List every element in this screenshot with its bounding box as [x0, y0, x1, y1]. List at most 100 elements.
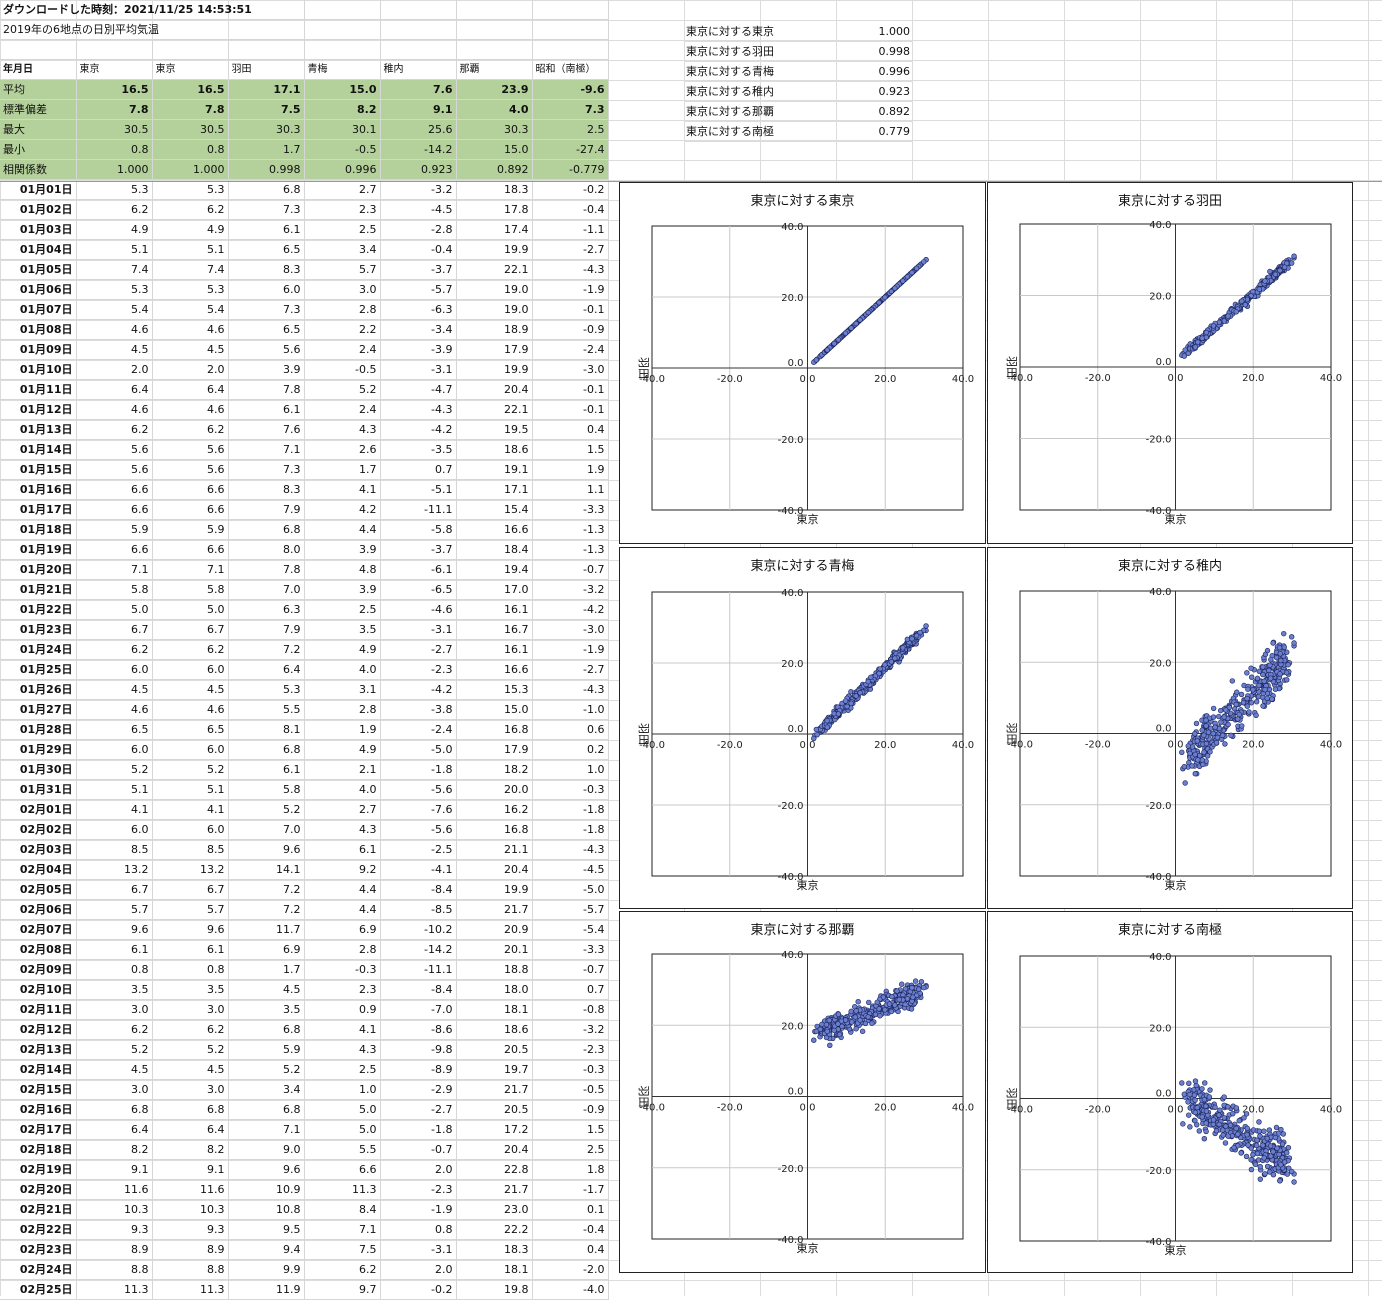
date-cell[interactable]: 02月04日 [0, 859, 77, 880]
date-cell[interactable]: 02月21日 [0, 1199, 77, 1220]
temperature-cell[interactable]: 6.0 [76, 739, 153, 760]
date-cell[interactable]: 01月25日 [0, 659, 77, 680]
temperature-cell[interactable]: -11.1 [380, 499, 457, 520]
temperature-cell[interactable]: 8.2 [152, 1139, 229, 1160]
temperature-cell[interactable]: 15.0 [456, 699, 533, 720]
temperature-cell[interactable]: 18.6 [456, 439, 533, 460]
scatter-chart[interactable]: 東京に対する羽田 -40.0 -40.0 -20.0 -20.0 0.0 0.0 20.0 20… [987, 182, 1353, 544]
temperature-cell[interactable]: 5.7 [152, 899, 229, 920]
empty-cell[interactable] [456, 0, 533, 20]
temperature-cell[interactable]: 6.0 [76, 819, 153, 840]
correlation-label[interactable]: 東京に対する南極 [684, 121, 828, 142]
temperature-cell[interactable]: -5.0 [380, 739, 457, 760]
temperature-cell[interactable]: 6.2 [152, 419, 229, 440]
temperature-cell[interactable]: 6.4 [76, 1119, 153, 1140]
date-cell[interactable]: 02月16日 [0, 1099, 77, 1120]
temperature-cell[interactable]: 6.7 [76, 619, 153, 640]
temperature-cell[interactable]: 5.2 [228, 1059, 305, 1080]
temperature-cell[interactable]: 6.0 [152, 659, 229, 680]
temperature-cell[interactable]: -3.4 [380, 319, 457, 340]
temperature-cell[interactable]: 4.5 [76, 339, 153, 360]
temperature-cell[interactable]: -1.8 [532, 799, 609, 820]
temperature-cell[interactable]: -3.1 [380, 619, 457, 640]
date-cell[interactable]: 01月31日 [0, 779, 77, 800]
temperature-cell[interactable]: 5.4 [76, 299, 153, 320]
temperature-cell[interactable]: 6.6 [152, 499, 229, 520]
temperature-cell[interactable]: -8.4 [380, 879, 457, 900]
correlation-value[interactable]: 0.779 [828, 121, 912, 142]
temperature-cell[interactable]: 16.2 [456, 799, 533, 820]
temperature-cell[interactable]: 8.5 [152, 839, 229, 860]
temperature-cell[interactable]: 2.7 [304, 179, 381, 200]
temperature-cell[interactable]: -5.1 [380, 479, 457, 500]
temperature-cell[interactable]: -0.4 [532, 1219, 609, 1240]
temperature-cell[interactable]: -4.3 [380, 399, 457, 420]
stat-label[interactable]: 最小 [0, 139, 77, 160]
temperature-cell[interactable]: 0.4 [532, 419, 609, 440]
date-cell[interactable]: 01月19日 [0, 539, 77, 560]
temperature-cell[interactable]: 8.2 [76, 1139, 153, 1160]
column-header[interactable]: 東京 [152, 59, 229, 80]
temperature-cell[interactable]: 18.0 [456, 979, 533, 1000]
temperature-cell[interactable]: 1.9 [532, 459, 609, 480]
temperature-cell[interactable]: 4.9 [152, 219, 229, 240]
temperature-cell[interactable]: 4.5 [76, 679, 153, 700]
temperature-cell[interactable]: 5.3 [76, 279, 153, 300]
temperature-cell[interactable]: 17.8 [456, 199, 533, 220]
temperature-cell[interactable]: 9.6 [228, 839, 305, 860]
temperature-cell[interactable]: -2.3 [380, 1179, 457, 1200]
temperature-cell[interactable]: 4.4 [304, 879, 381, 900]
temperature-cell[interactable]: 19.9 [456, 359, 533, 380]
temperature-cell[interactable]: 6.1 [228, 399, 305, 420]
temperature-cell[interactable]: 3.9 [228, 359, 305, 380]
temperature-cell[interactable]: 21.7 [456, 1179, 533, 1200]
empty-cell[interactable] [532, 0, 609, 20]
temperature-cell[interactable]: -0.1 [532, 379, 609, 400]
stat-value[interactable]: -27.4 [532, 139, 609, 160]
temperature-cell[interactable]: 6.8 [152, 1099, 229, 1120]
column-header[interactable]: 昭和（南極） [532, 59, 609, 80]
temperature-cell[interactable]: 2.2 [304, 319, 381, 340]
date-cell[interactable]: 02月17日 [0, 1119, 77, 1140]
date-cell[interactable]: 01月02日 [0, 199, 77, 220]
temperature-cell[interactable]: 7.4 [152, 259, 229, 280]
temperature-cell[interactable]: -3.1 [380, 359, 457, 380]
date-cell[interactable]: 01月09日 [0, 339, 77, 360]
temperature-cell[interactable]: 7.3 [228, 199, 305, 220]
temperature-cell[interactable]: -8.9 [380, 1059, 457, 1080]
temperature-cell[interactable]: 9.4 [228, 1239, 305, 1260]
temperature-cell[interactable]: 7.9 [228, 499, 305, 520]
temperature-cell[interactable]: 19.0 [456, 279, 533, 300]
correlation-value[interactable]: 1.000 [828, 22, 912, 42]
temperature-cell[interactable]: 16.8 [456, 719, 533, 740]
temperature-cell[interactable]: -4.2 [380, 679, 457, 700]
temperature-cell[interactable]: 0.8 [380, 1219, 457, 1240]
temperature-cell[interactable]: 9.1 [76, 1159, 153, 1180]
temperature-cell[interactable]: 8.0 [228, 539, 305, 560]
temperature-cell[interactable]: -0.3 [304, 959, 381, 980]
temperature-cell[interactable]: 6.8 [228, 519, 305, 540]
date-cell[interactable]: 01月16日 [0, 479, 77, 500]
temperature-cell[interactable]: 9.2 [304, 859, 381, 880]
temperature-cell[interactable]: 6.1 [76, 939, 153, 960]
date-cell[interactable]: 02月20日 [0, 1179, 77, 1200]
temperature-cell[interactable]: -4.5 [532, 859, 609, 880]
temperature-cell[interactable]: 7.3 [228, 299, 305, 320]
stat-value[interactable]: 0.998 [228, 159, 305, 180]
temperature-cell[interactable]: 2.5 [304, 599, 381, 620]
temperature-cell[interactable]: 6.5 [228, 319, 305, 340]
temperature-cell[interactable]: -4.2 [380, 419, 457, 440]
temperature-cell[interactable]: 20.9 [456, 919, 533, 940]
temperature-cell[interactable]: 0.4 [532, 1239, 609, 1260]
temperature-cell[interactable]: 5.2 [152, 1039, 229, 1060]
temperature-cell[interactable]: 6.8 [228, 179, 305, 200]
temperature-cell[interactable]: 9.5 [228, 1219, 305, 1240]
correlation-label[interactable]: 東京に対する青梅 [684, 61, 828, 82]
temperature-cell[interactable]: 18.1 [456, 999, 533, 1020]
temperature-cell[interactable]: 5.6 [76, 439, 153, 460]
temperature-cell[interactable]: 7.2 [228, 639, 305, 660]
temperature-cell[interactable]: -3.1 [380, 1239, 457, 1260]
temperature-cell[interactable]: -2.8 [380, 219, 457, 240]
stat-value[interactable]: -0.5 [304, 139, 381, 160]
empty-cell[interactable] [228, 39, 305, 60]
